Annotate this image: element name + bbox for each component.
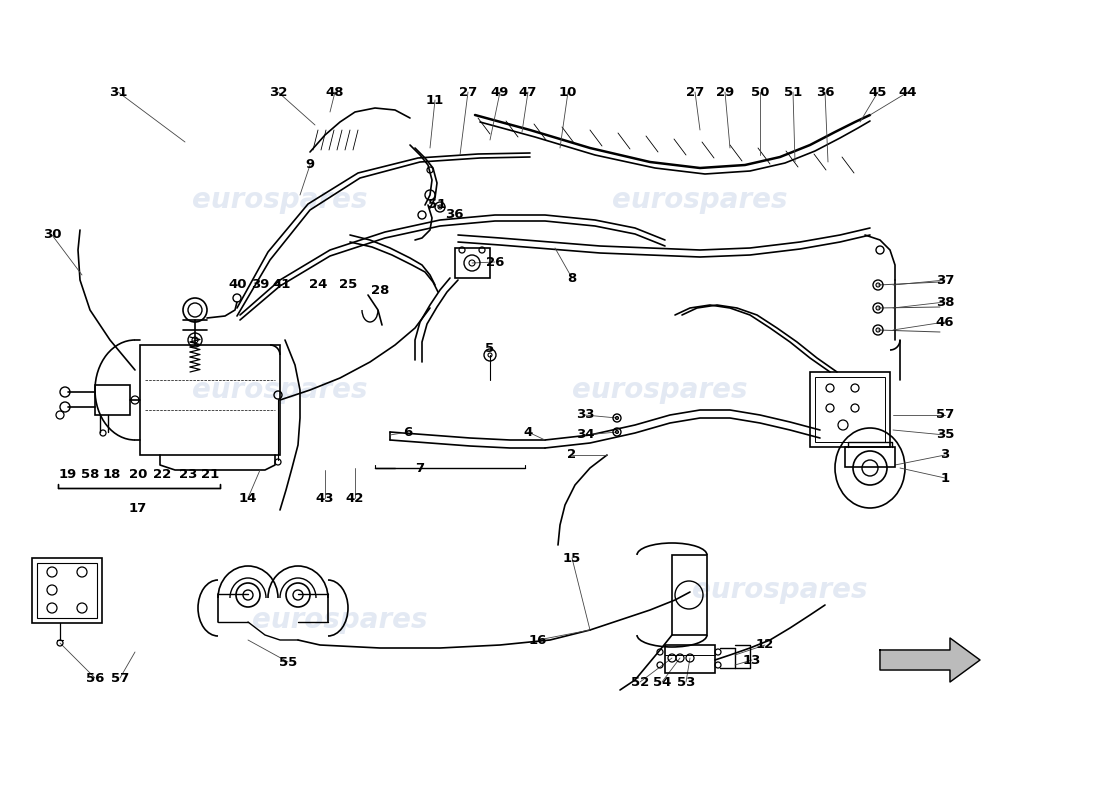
- Text: 24: 24: [309, 278, 327, 291]
- Text: 20: 20: [129, 469, 147, 482]
- Text: 8: 8: [568, 271, 576, 285]
- Text: 6: 6: [404, 426, 412, 438]
- Bar: [32, 558, 102, 623]
- Text: 15: 15: [563, 551, 581, 565]
- Text: eurospares: eurospares: [613, 186, 788, 214]
- Text: 51: 51: [428, 198, 447, 211]
- Circle shape: [616, 417, 618, 419]
- Text: 21: 21: [201, 469, 219, 482]
- Text: 28: 28: [371, 283, 389, 297]
- Text: eurospares: eurospares: [572, 376, 748, 404]
- Text: 1: 1: [940, 471, 949, 485]
- Text: 3: 3: [940, 449, 949, 462]
- Text: 16: 16: [529, 634, 547, 646]
- Polygon shape: [880, 638, 980, 682]
- Text: 12: 12: [756, 638, 774, 651]
- Text: 51: 51: [784, 86, 802, 98]
- Text: 9: 9: [306, 158, 315, 171]
- Text: 46: 46: [936, 315, 955, 329]
- Text: 25: 25: [339, 278, 358, 291]
- Text: 7: 7: [416, 462, 425, 474]
- Text: 53: 53: [676, 675, 695, 689]
- Text: eurospares: eurospares: [252, 606, 428, 634]
- Bar: [810, 372, 890, 447]
- Text: eurospares: eurospares: [692, 576, 868, 604]
- Text: 4: 4: [524, 426, 532, 438]
- Text: 5: 5: [485, 342, 495, 354]
- Text: 14: 14: [239, 491, 257, 505]
- Text: 50: 50: [751, 86, 769, 98]
- Text: 18: 18: [102, 469, 121, 482]
- Circle shape: [616, 430, 618, 434]
- Text: 33: 33: [575, 409, 594, 422]
- Text: eurospares: eurospares: [192, 186, 367, 214]
- Text: 49: 49: [491, 86, 509, 98]
- Text: 2: 2: [568, 449, 576, 462]
- Text: 26: 26: [486, 255, 504, 269]
- Text: 52: 52: [631, 675, 649, 689]
- Text: 57: 57: [936, 409, 954, 422]
- Text: 37: 37: [936, 274, 954, 286]
- Bar: [815, 377, 886, 442]
- Text: 38: 38: [936, 295, 955, 309]
- Text: 22: 22: [153, 469, 172, 482]
- Text: 13: 13: [742, 654, 761, 666]
- Bar: [95, 385, 130, 415]
- Text: 17: 17: [129, 502, 147, 514]
- Text: 35: 35: [936, 429, 954, 442]
- Text: 40: 40: [229, 278, 248, 291]
- Text: 27: 27: [459, 86, 477, 98]
- Bar: [666, 645, 715, 673]
- Text: 31: 31: [109, 86, 128, 98]
- Text: 55: 55: [279, 655, 297, 669]
- Text: 58: 58: [80, 469, 99, 482]
- Text: 23: 23: [179, 469, 197, 482]
- Text: 43: 43: [316, 491, 334, 505]
- Text: 57: 57: [111, 671, 129, 685]
- Text: 44: 44: [899, 86, 917, 98]
- Text: 32: 32: [268, 86, 287, 98]
- Text: 11: 11: [426, 94, 444, 106]
- Text: 47: 47: [519, 86, 537, 98]
- Text: 30: 30: [43, 229, 62, 242]
- Text: 27: 27: [686, 86, 704, 98]
- Text: 42: 42: [345, 491, 364, 505]
- Bar: [140, 345, 280, 455]
- Bar: [845, 447, 895, 467]
- Text: 56: 56: [86, 671, 104, 685]
- Text: 41: 41: [273, 278, 292, 291]
- Text: 39: 39: [251, 278, 270, 291]
- Text: 34: 34: [575, 429, 594, 442]
- Text: 36: 36: [816, 86, 834, 98]
- Text: 19: 19: [59, 469, 77, 482]
- Text: 45: 45: [869, 86, 888, 98]
- Text: 48: 48: [326, 86, 344, 98]
- Text: 54: 54: [652, 675, 671, 689]
- Text: 10: 10: [559, 86, 578, 98]
- Text: 29: 29: [716, 86, 734, 98]
- Text: eurospares: eurospares: [192, 376, 367, 404]
- Bar: [672, 555, 707, 635]
- Text: 36: 36: [444, 209, 463, 222]
- Bar: [37, 563, 97, 618]
- Bar: [455, 248, 490, 278]
